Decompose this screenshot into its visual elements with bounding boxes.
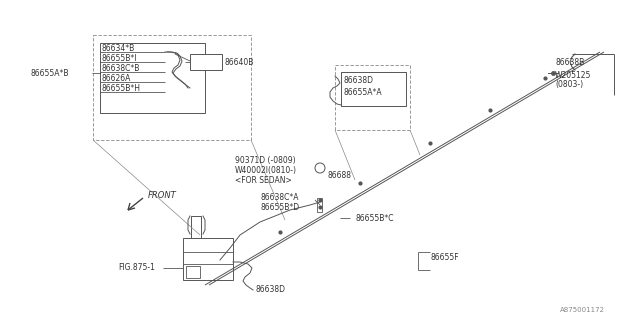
Text: 86640B: 86640B: [224, 58, 253, 67]
Bar: [93, 35, 251, 140]
Text: W40002I(0810-): W40002I(0810-): [235, 165, 297, 174]
Text: 86655B*D: 86655B*D: [260, 203, 299, 212]
Bar: [190, 54, 222, 70]
Text: A875001172: A875001172: [560, 307, 605, 313]
Bar: [341, 72, 406, 106]
Text: 86688: 86688: [327, 171, 351, 180]
Text: 86634*B: 86634*B: [101, 44, 134, 52]
Bar: [191, 216, 201, 238]
Text: 86638C*B: 86638C*B: [101, 63, 140, 73]
Bar: [317, 198, 322, 212]
Text: 86655B*I: 86655B*I: [101, 53, 136, 62]
Text: 86626A: 86626A: [101, 74, 131, 83]
Bar: [335, 65, 410, 130]
Text: 86655F: 86655F: [430, 253, 459, 262]
Text: 86655B*C: 86655B*C: [355, 213, 394, 222]
Text: 86638B: 86638B: [555, 58, 584, 67]
Text: 86638D: 86638D: [343, 76, 373, 84]
Bar: [186, 266, 200, 278]
Circle shape: [315, 163, 325, 173]
Text: (0803-): (0803-): [555, 79, 583, 89]
Text: W205125: W205125: [555, 70, 591, 79]
Text: 86655A*A: 86655A*A: [343, 87, 381, 97]
Text: 86655A*B: 86655A*B: [30, 68, 68, 77]
Text: 90371D (-0809): 90371D (-0809): [235, 156, 296, 164]
Text: FIG.875-1: FIG.875-1: [118, 263, 155, 273]
Text: FRONT: FRONT: [148, 190, 177, 199]
Bar: [183, 238, 233, 280]
Text: 86638C*A: 86638C*A: [260, 193, 298, 202]
Text: <FOR SEDAN>: <FOR SEDAN>: [235, 175, 292, 185]
Text: 86638D: 86638D: [255, 285, 285, 294]
Bar: [100, 43, 205, 113]
Text: 86655B*H: 86655B*H: [101, 84, 140, 92]
